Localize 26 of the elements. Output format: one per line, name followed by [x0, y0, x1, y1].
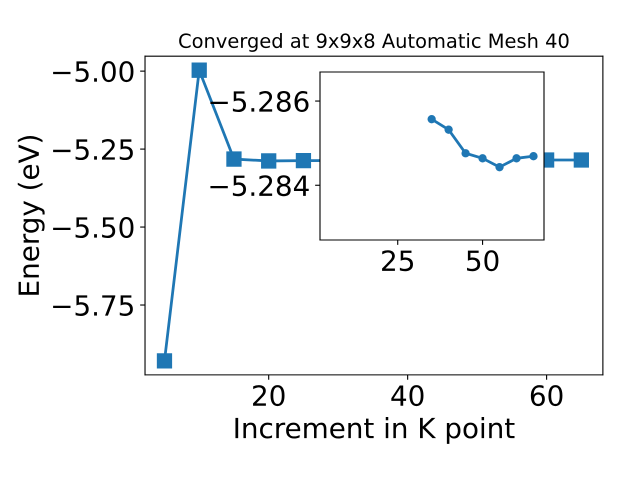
- point: [574, 152, 589, 168]
- point: [495, 162, 504, 172]
- x-tick-label: 25: [382, 250, 413, 272]
- y-tick-label: −5.00: [53, 61, 134, 82]
- point: [296, 152, 312, 168]
- y-tick-label: −5.25: [53, 139, 133, 160]
- point: [192, 62, 207, 78]
- point: [461, 149, 470, 158]
- point: [529, 152, 538, 160]
- y-axis-title: Energy (eV): [18, 136, 45, 295]
- x-axis-title: Increment in K point: [235, 417, 515, 444]
- chart-title: Converged at 9x9x8 Automatic Mesh 40: [179, 33, 569, 52]
- x-tick-label: 60: [530, 385, 562, 406]
- point: [261, 153, 276, 169]
- x-tick-label: 40: [391, 385, 424, 406]
- point: [226, 151, 242, 167]
- point: [478, 154, 487, 162]
- point: [156, 353, 172, 368]
- x-tick-label: 50: [467, 250, 498, 272]
- x-tick-label: 20: [253, 385, 285, 406]
- y-tick-label: −5.75: [53, 295, 133, 316]
- point: [512, 154, 521, 162]
- point: [444, 126, 453, 134]
- point: [427, 114, 436, 124]
- y-tick-label: −5.50: [53, 216, 134, 238]
- y-tick-label: −5.284: [210, 175, 309, 196]
